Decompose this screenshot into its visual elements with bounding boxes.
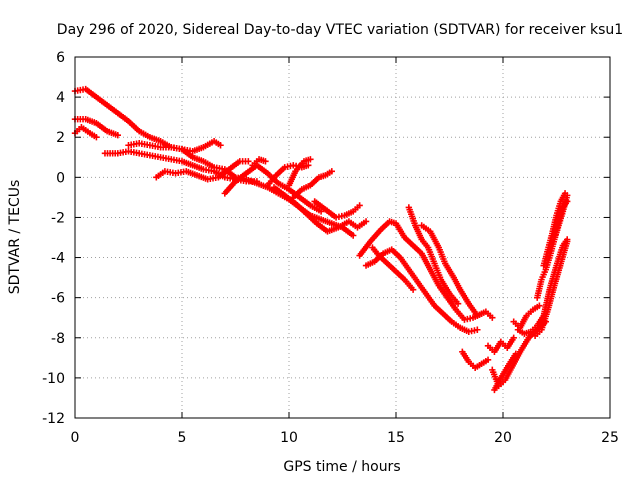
series-arc-13: [311, 198, 363, 221]
data-point: [305, 162, 312, 169]
series-arc-14: [356, 218, 485, 323]
series-arc-17: [405, 204, 462, 307]
data-point: [561, 190, 569, 197]
series-arc-27: [540, 190, 569, 269]
data-point: [114, 132, 121, 139]
chart-title: Day 296 of 2020, Sidereal Day-to-day VTE…: [57, 22, 623, 38]
data-point: [356, 202, 363, 209]
grid-lines: [75, 57, 610, 418]
y-tick-label: -12: [42, 411, 65, 427]
y-tick-label: 2: [56, 130, 65, 146]
series-arc-12: [290, 168, 335, 201]
y-tick-label: -6: [51, 291, 65, 307]
y-tick-label: -8: [51, 331, 65, 347]
series-arc-5: [125, 138, 224, 155]
y-tick-label: -2: [51, 210, 65, 226]
series-arc-10: [270, 184, 370, 235]
x-tick-label: 0: [71, 430, 80, 446]
series-arc-25: [531, 238, 571, 339]
data-point: [564, 198, 571, 205]
y-tick-label: -10: [42, 371, 65, 387]
data-point: [512, 350, 520, 358]
data-point: [262, 158, 269, 165]
x-axis-title: GPS time / hours: [283, 459, 400, 475]
data-point: [564, 238, 571, 245]
data-point: [409, 286, 417, 293]
series-arc-28: [551, 198, 571, 241]
y-tick-label: -4: [51, 251, 65, 267]
series-arc-19: [459, 348, 492, 372]
data-point: [328, 168, 335, 175]
x-tick-label: 20: [494, 430, 512, 446]
data-point: [362, 218, 370, 225]
data-point: [536, 302, 543, 309]
series-arc-3: [71, 123, 100, 141]
data-point: [217, 142, 224, 149]
series-arc-6: [153, 158, 252, 183]
tick-labels: 0 5 10 15 20 25 -12 -10 -8 -6 -4 -2 0 2 4 6: [42, 50, 619, 446]
data-point: [253, 178, 261, 185]
series-arc-22: [491, 350, 520, 394]
data-point: [484, 356, 492, 364]
series-arc-15: [362, 246, 481, 335]
data-point: [307, 156, 314, 163]
x-tick-label: 15: [387, 430, 405, 446]
y-tick-label: 4: [56, 90, 65, 106]
y-tick-label: 6: [56, 50, 65, 66]
x-tick-label: 25: [601, 430, 619, 446]
data-point: [489, 314, 496, 321]
data-point: [454, 300, 462, 307]
series-arc-24: [514, 236, 571, 337]
plot-frame: [74, 56, 611, 419]
data-point: [510, 334, 517, 341]
x-tick-label: 5: [178, 430, 187, 446]
data-points: [71, 85, 571, 394]
x-tick-label: 10: [280, 430, 298, 446]
series-arc-4: [101, 148, 261, 185]
series-arc-23: [510, 302, 543, 331]
series-arc-11: [285, 156, 314, 189]
series-arc-7: [221, 162, 325, 215]
data-point: [245, 158, 252, 165]
series-arc-20: [484, 334, 517, 356]
data-point: [350, 232, 357, 239]
series-arc-18: [418, 222, 496, 321]
y-tick-label: 0: [56, 170, 65, 186]
data-point: [93, 134, 100, 141]
series-arc-8: [249, 156, 269, 169]
data-point: [474, 326, 481, 333]
series-arc-16: [369, 244, 417, 293]
y-axis-title: SDTVAR / TECUs: [7, 180, 23, 295]
